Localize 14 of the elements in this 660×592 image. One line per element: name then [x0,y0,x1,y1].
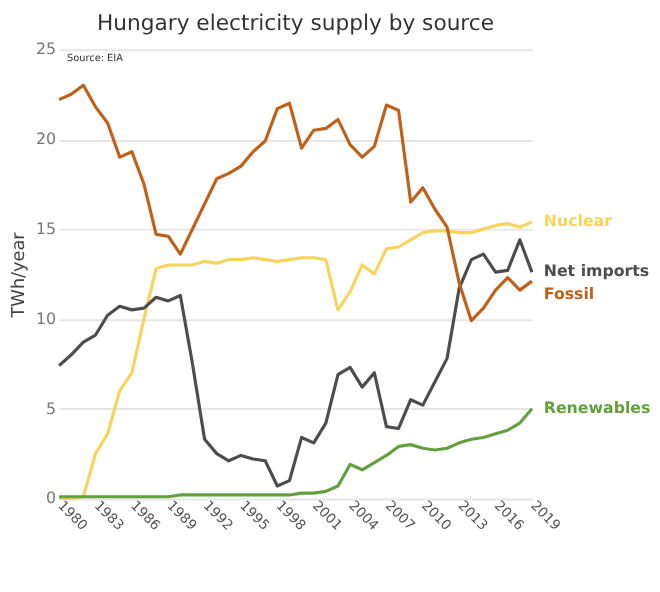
y-tick-label: 20 [36,130,57,149]
series-label: Renewables [543,398,651,417]
chart-title: Hungary electricity supply by source [96,9,495,36]
line-series [57,407,534,499]
y-tick-label: 10 [36,309,57,328]
line-series [57,83,534,323]
series-label: Fossil [543,284,595,303]
y-tick-label: 15 [36,219,57,238]
series-label: Net imports [543,262,650,281]
y-tick-label: 5 [46,399,57,418]
series-label: Nuclear [543,211,613,230]
y-tick-label: 0 [46,489,57,508]
y-tick-label: 25 [36,40,57,59]
y-axis-title: TWh/year [10,231,31,320]
